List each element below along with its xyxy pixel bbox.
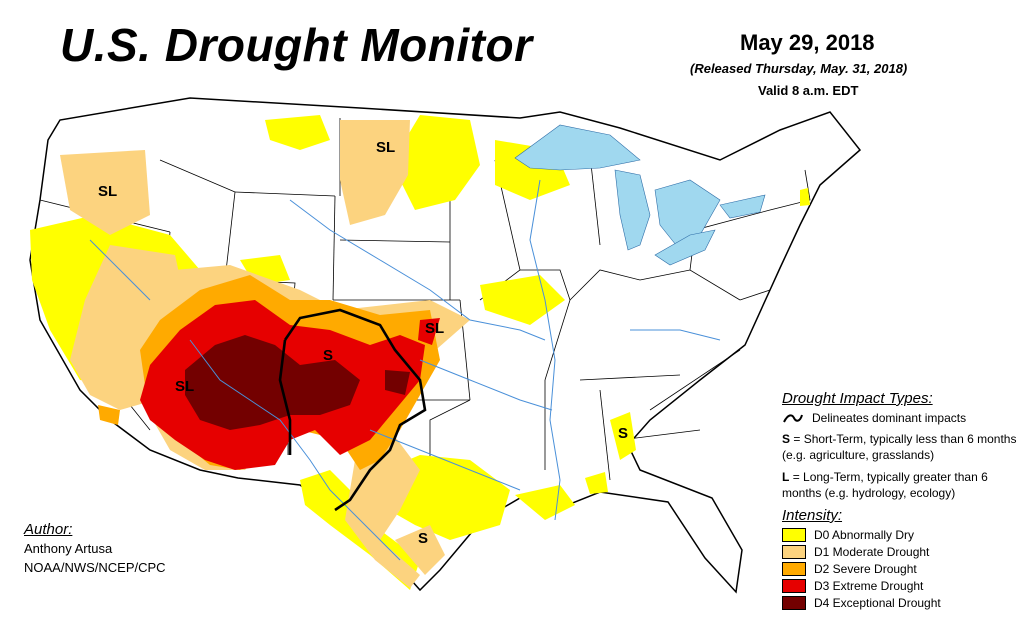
- label-sl-dakota: SL: [376, 139, 395, 156]
- legend-item: D0 Abnormally Dry: [782, 528, 1022, 542]
- impact-boundaries: [278, 308, 427, 512]
- legend-label: D2 Severe Drought: [814, 562, 917, 576]
- short-term-key: S = Short-Term, typically less than 6 mo…: [782, 431, 1022, 463]
- map-date: May 29, 2018: [740, 30, 875, 55]
- author-org: NOAA/NWS/NCEP/CPC: [24, 560, 166, 575]
- intensity-list: D0 Abnormally Dry D1 Moderate Drought D2 S…: [782, 528, 1022, 610]
- legend-swatch: [782, 562, 806, 576]
- legend-label: D4 Exceptional Drought: [814, 596, 941, 610]
- long-term-text: = Long-Term, typically greater than 6 mo…: [782, 470, 988, 500]
- legend-swatch: [782, 596, 806, 610]
- legend-item: D4 Exceptional Drought: [782, 596, 1022, 610]
- page-title: U.S. Drought Monitor: [60, 19, 533, 71]
- label-sl-oregon: SL: [98, 183, 117, 200]
- legend-swatch: [782, 528, 806, 542]
- legend-label: D1 Moderate Drought: [814, 545, 930, 559]
- great-lakes: [514, 124, 766, 266]
- delineation-key: Delineates dominant impacts: [782, 411, 1022, 425]
- label-s-panhandle: S: [323, 347, 333, 364]
- d4-areas: [185, 335, 410, 430]
- delineation-text: Delineates dominant impacts: [812, 411, 967, 425]
- release-note: (Released Thursday, May. 31, 2018): [690, 61, 908, 76]
- short-term-letter: S: [782, 432, 791, 446]
- legend-item: D1 Moderate Drought: [782, 545, 1022, 559]
- legend-label: D3 Extreme Drought: [814, 579, 924, 593]
- label-sl-arizona: SL: [175, 378, 194, 395]
- long-term-letter: L: [782, 470, 790, 484]
- author-name: Anthony Artusa: [24, 541, 113, 556]
- author-label: Author:: [24, 521, 73, 538]
- legend-item: D2 Severe Drought: [782, 562, 1022, 576]
- legend: Drought Impact Types: Delineates dominan…: [782, 390, 1022, 613]
- valid-time: Valid 8 a.m. EDT: [758, 83, 859, 98]
- legend-label: D0 Abnormally Dry: [814, 528, 915, 542]
- label-s-alabama: S: [618, 425, 628, 442]
- intensity-heading: Intensity:: [782, 507, 843, 524]
- legend-swatch: [782, 579, 806, 593]
- short-term-text: = Short-Term, typically less than 6 mont…: [782, 432, 1017, 462]
- label-sl-kansas: SL: [425, 320, 444, 337]
- delineation-line-icon: [783, 414, 803, 423]
- impact-types-heading: Drought Impact Types:: [782, 390, 933, 407]
- label-s-texas: S: [418, 530, 428, 547]
- legend-swatch: [782, 545, 806, 559]
- author-block: Author: Anthony Artusa NOAA/NWS/NCEP/CPC: [24, 520, 166, 577]
- rivers: [89, 179, 721, 561]
- long-term-key: L = Long-Term, typically greater than 6 …: [782, 469, 1022, 501]
- legend-item: D3 Extreme Drought: [782, 579, 1022, 593]
